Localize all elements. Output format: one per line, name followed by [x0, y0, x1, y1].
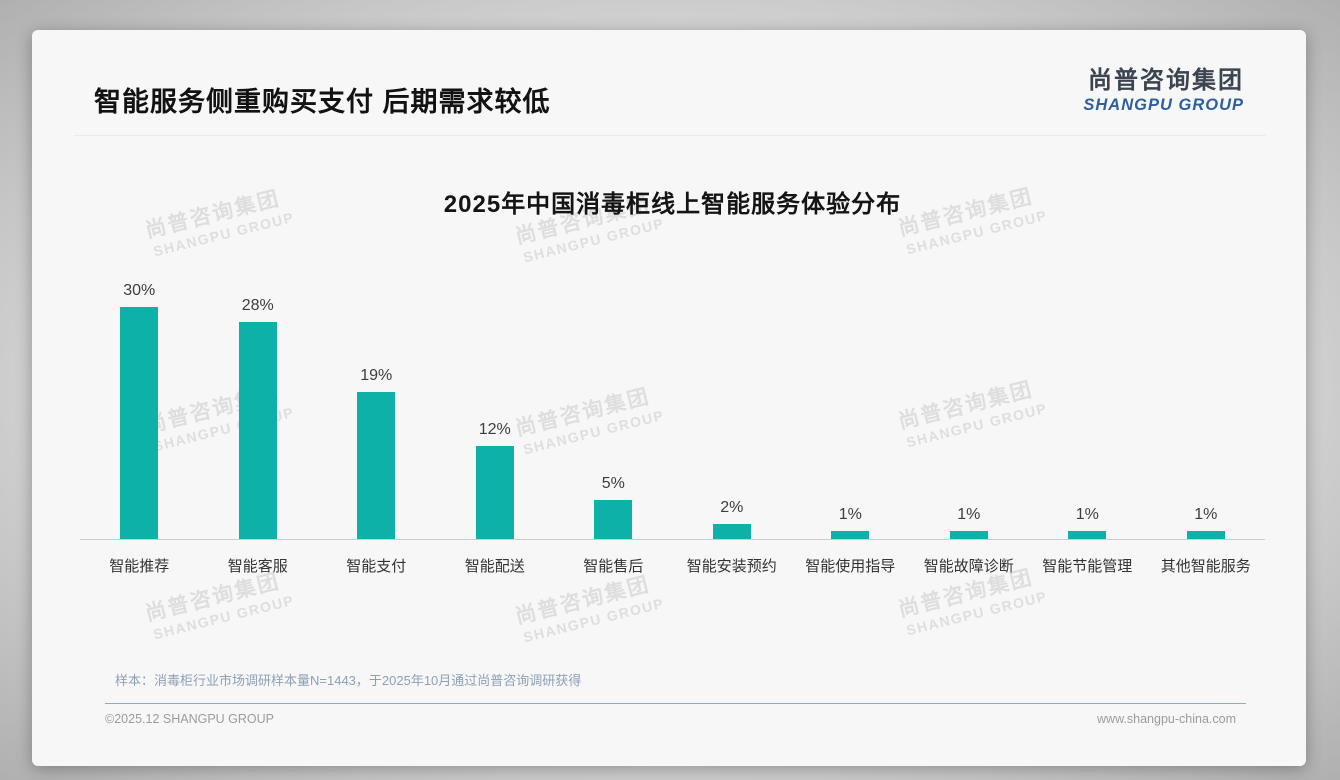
source-note: 样本：消毒柜行业市场调研样本量N=1443，于2025年10月通过尚普咨询调研获… — [115, 673, 582, 688]
x-axis-category-labels: 智能推荐 智能客服 智能支付 智能配送 智能售后 智能安装预约 智能使用指导 智能故障诊断 智能… — [80, 540, 1265, 576]
website-url: www.shangpu-china.com — [1097, 712, 1236, 726]
page-title: 智能服务侧重购买支付 后期需求较低 — [94, 87, 551, 117]
category-label: 智能故障诊断 — [923, 558, 1014, 575]
bar-column: 2% — [673, 498, 792, 539]
bar — [1068, 531, 1107, 539]
watermark-en: SHANGPU GROUP — [904, 588, 1049, 639]
chart-title: 2025年中国消毒柜线上智能服务体验分布 — [443, 191, 902, 218]
bar — [949, 531, 988, 539]
footer: ©2025.12 SHANGPU GROUP www.shangpu-china… — [105, 712, 1236, 726]
slide-card: 尚普咨询集团 SHANGPU GROUP 尚普咨询集团 SHANGPU GROUP … — [32, 30, 1306, 766]
bar — [1186, 531, 1225, 539]
watermark-en: SHANGPU GROUP — [521, 215, 666, 266]
bar-value-label: 19% — [360, 366, 393, 384]
bar-column: 1% — [791, 506, 910, 539]
bar-value-label: 12% — [478, 421, 511, 438]
bar-column: 5% — [554, 475, 673, 539]
bar — [475, 446, 514, 539]
bar-value-label: 5% — [601, 475, 625, 493]
watermark-en: SHANGPU GROUP — [151, 592, 296, 643]
category-label: 智能客服 — [227, 558, 288, 575]
bar-column: 1% — [1028, 506, 1147, 539]
bar-value-label: 1% — [957, 506, 981, 524]
bar-chart-plot: 30% 28% 19% 12% 5% 2% 1% 1% 1% 1% — [80, 281, 1265, 539]
category-label: 智能使用指导 — [805, 558, 896, 575]
watermark-en: SHANGPU GROUP — [521, 595, 666, 646]
x-axis-line — [80, 539, 1265, 540]
category-label: 智能节能管理 — [1042, 558, 1133, 575]
category-label: 智能售后 — [583, 558, 644, 575]
bar — [594, 500, 633, 539]
copyright-text: ©2025.12 SHANGPU GROUP — [105, 712, 274, 726]
bar — [238, 322, 277, 539]
bar-value-label: 1% — [1075, 506, 1099, 524]
bar — [120, 306, 159, 539]
logo-chinese-name: 尚普咨询集团 — [1088, 67, 1244, 94]
bar — [712, 523, 751, 539]
bar-column: 12% — [436, 421, 555, 539]
bar-column: 19% — [317, 367, 436, 539]
title-divider — [74, 135, 1266, 136]
bar-column: 28% — [199, 297, 318, 539]
watermark-cn: 尚普咨询集团 — [512, 572, 653, 629]
logo-english-name: SHANGPU GROUP — [1083, 96, 1244, 115]
category-label: 智能配送 — [464, 558, 525, 575]
bar-value-label: 2% — [720, 498, 744, 516]
category-label: 智能推荐 — [109, 558, 170, 575]
bar-column: 1% — [910, 506, 1029, 539]
bar-value-label: 28% — [241, 297, 274, 314]
category-label: 其他智能服务 — [1160, 558, 1251, 575]
watermark: 尚普咨询集团 SHANGPU GROUP — [488, 566, 683, 654]
footer-divider — [105, 703, 1246, 704]
bar-value-label: 30% — [123, 281, 156, 299]
bar-column: 1% — [1147, 506, 1266, 539]
bar-value-label: 1% — [1194, 506, 1218, 524]
bar-column: 30% — [80, 281, 199, 539]
bar-value-label: 1% — [838, 506, 862, 524]
header: 智能服务侧重购买支付 后期需求较低 尚普咨询集团 SHANGPU GROUP — [32, 30, 1306, 119]
category-label: 智能安装预约 — [686, 558, 777, 575]
category-label: 智能支付 — [346, 558, 407, 575]
bar — [357, 391, 396, 539]
bar — [831, 531, 870, 539]
company-logo: 尚普咨询集团 SHANGPU GROUP — [1083, 67, 1264, 115]
